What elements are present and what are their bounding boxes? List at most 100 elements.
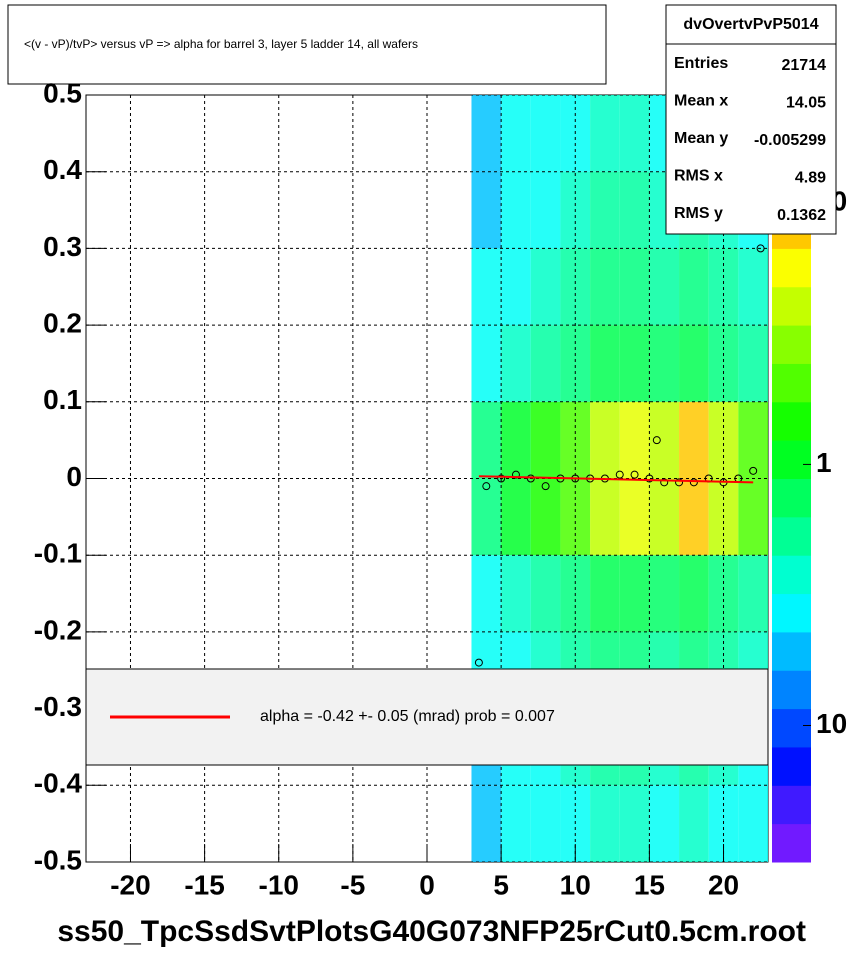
x-tick-label: -20 — [110, 869, 150, 900]
heat-cell — [679, 555, 709, 632]
heat-cell — [471, 478, 502, 556]
y-tick-label: -0.3 — [34, 691, 82, 722]
stats-label: Mean y — [674, 130, 728, 147]
palette-step — [772, 478, 811, 518]
heat-cell — [530, 95, 561, 172]
title-box — [7, 4, 607, 85]
heat-cell — [679, 478, 709, 556]
profile-point — [541, 482, 550, 491]
y-tick-label: -0.5 — [34, 844, 82, 875]
heat-cell — [501, 555, 531, 632]
stats-title: dvOvertvPvP5014 — [683, 16, 818, 33]
palette-step — [772, 325, 811, 364]
footer: ss50_TpcSsdSvtPlotsG40G073NFP25rCut0.5cm… — [57, 915, 806, 948]
heat-cell — [619, 95, 650, 172]
heat-cell — [738, 325, 768, 402]
x-tick-label: -5 — [340, 869, 365, 900]
profile-point — [630, 470, 639, 479]
palette-step — [772, 555, 811, 595]
stats-label: Mean x — [674, 93, 728, 110]
y-tick-label: -0.1 — [34, 538, 82, 569]
heat-cell — [738, 401, 768, 479]
y-tick-label: 0.5 — [43, 77, 82, 108]
stats-value: -0.005299 — [754, 132, 826, 149]
palette-step — [772, 401, 811, 441]
fit-line — [478, 475, 754, 484]
heat-cell — [679, 248, 709, 326]
heat-cell — [501, 248, 531, 326]
heat-cell — [501, 95, 531, 172]
profile-point — [675, 478, 684, 487]
heat-cell — [501, 325, 531, 402]
palette-step — [772, 516, 811, 556]
profile-point — [756, 244, 765, 253]
palette-step — [772, 746, 811, 786]
heat-cell — [649, 325, 680, 402]
heat-cell — [619, 401, 650, 479]
heat-cell — [530, 171, 561, 249]
heat-cell — [619, 555, 650, 632]
profile-point — [526, 474, 535, 483]
heat-cell — [501, 171, 531, 249]
heat-cell — [501, 478, 531, 556]
palette-step — [772, 823, 811, 863]
palette-step — [772, 631, 811, 671]
heat-cell — [619, 171, 650, 249]
palette-step — [772, 248, 811, 288]
heat-cell — [649, 785, 680, 862]
heat-cell — [679, 785, 709, 862]
heat-cell — [590, 95, 620, 172]
heat-cell — [501, 401, 531, 479]
heat-cell — [738, 478, 768, 556]
profile-point — [474, 658, 483, 667]
y-tick-label: -0.4 — [34, 768, 83, 799]
legend-text: alpha = -0.42 +- 0.05 (mrad) prob = 0.00… — [260, 708, 555, 725]
heat-cell — [679, 401, 709, 479]
heat-cell — [679, 325, 709, 402]
stats-value: 21714 — [782, 57, 827, 74]
y-tick-label: -0.2 — [34, 614, 82, 645]
stats-box — [665, 4, 837, 235]
stats-label: Entries — [674, 55, 728, 72]
heat-cell — [619, 248, 650, 326]
stats-value: 4.89 — [795, 170, 826, 187]
y-tick-label: 0.4 — [43, 154, 82, 185]
profile-point — [511, 470, 520, 479]
x-tick-label: 0 — [419, 869, 435, 900]
heat-cell — [590, 401, 620, 479]
palette-step — [772, 593, 811, 633]
heat-cell — [471, 555, 502, 632]
heat-cell — [471, 401, 502, 479]
heat-cell — [649, 478, 680, 556]
heat-cell — [649, 248, 680, 326]
profile-point — [652, 436, 661, 445]
heat-cell — [471, 95, 502, 172]
x-tick-label: 5 — [493, 869, 509, 900]
heat-cell — [590, 248, 620, 326]
heat-cell — [530, 478, 561, 556]
heat-cell — [590, 325, 620, 402]
profile-point — [660, 478, 669, 487]
y-tick-label: 0 — [66, 461, 82, 492]
y-tick-label: 0.3 — [43, 231, 82, 262]
heat-cell — [738, 785, 768, 862]
heat-cell — [471, 785, 502, 862]
palette-step — [772, 363, 811, 403]
heat-cell — [619, 325, 650, 402]
heat-cell — [649, 555, 680, 632]
heat-cell — [501, 785, 531, 862]
heat-cell — [619, 785, 650, 862]
heat-cell — [590, 171, 620, 249]
heat-cell — [530, 785, 561, 862]
heat-cell — [649, 401, 680, 479]
stats-value: 0.1362 — [777, 207, 826, 224]
heat-cell — [619, 478, 650, 556]
heat-cell — [530, 401, 561, 479]
x-tick-label: 15 — [634, 869, 665, 900]
profile-point — [615, 470, 624, 479]
heat-cell — [471, 248, 502, 326]
stats-label: RMS y — [674, 205, 723, 222]
palette-step — [772, 440, 811, 479]
